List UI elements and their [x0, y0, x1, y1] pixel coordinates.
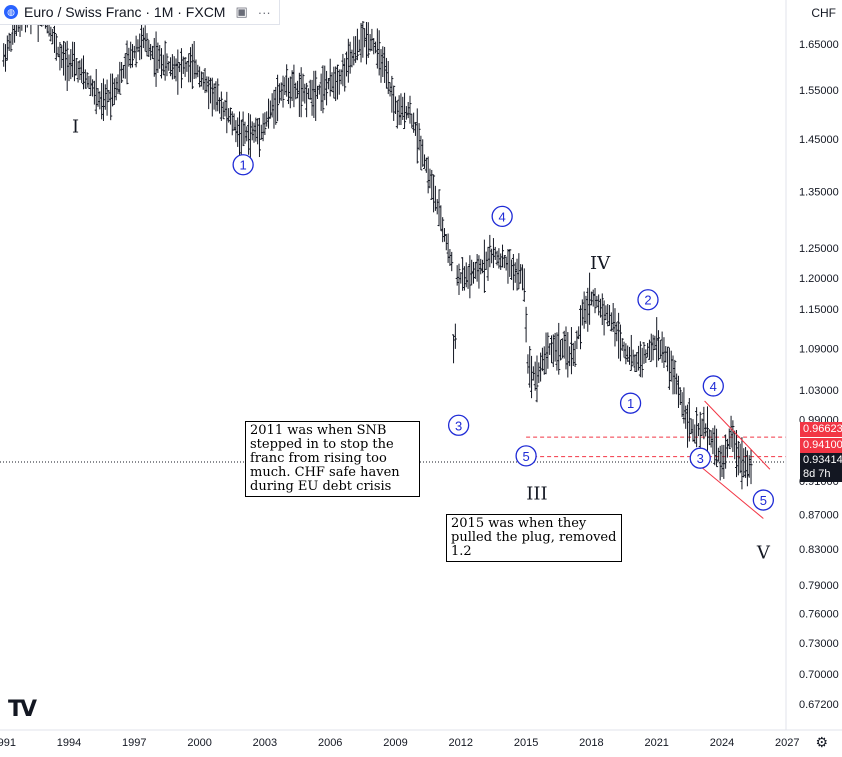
wave-label-minor: 3 — [697, 451, 704, 466]
x-tick-label: 2024 — [710, 737, 734, 749]
y-tick-label: 0.70000 — [799, 669, 839, 681]
wave-label-minor: 5 — [760, 493, 767, 508]
countdown-tag: 8d 7h — [800, 467, 842, 482]
wedge-line[interactable] — [704, 400, 771, 470]
symbol-title: Euro / Swiss Franc · 1M · FXCM — [24, 4, 226, 20]
tradingview-logo[interactable]: TV — [8, 697, 37, 722]
x-tick-label: 2006 — [318, 737, 342, 749]
x-tick-label: 2000 — [187, 737, 211, 749]
y-tick-label: 1.15000 — [799, 304, 839, 316]
y-tick-label: 1.03000 — [799, 385, 839, 397]
price-tag-upper: 0.96623 — [800, 422, 842, 437]
wave-label-minor: 1 — [240, 158, 247, 173]
y-tick-label: 1.45000 — [799, 134, 839, 146]
wave-label-minor: 4 — [710, 379, 717, 394]
gear-icon[interactable]: ⚙ — [815, 734, 828, 750]
wave-label-minor: 3 — [455, 418, 462, 433]
currency-label[interactable]: CHF — [811, 6, 836, 20]
y-tick-label: 0.79000 — [799, 580, 839, 592]
note-2015: 2015 was when they pulled the plug, remo… — [446, 514, 622, 562]
y-tick-label: 0.76000 — [799, 609, 839, 621]
wave-circle[interactable] — [447, 414, 470, 436]
wave-circle[interactable] — [637, 289, 659, 311]
wave-label-minor: 5 — [522, 449, 529, 464]
wave-label-major[interactable]: V — [756, 542, 771, 563]
x-tick-label: 1991 — [0, 737, 16, 749]
wave-circle[interactable] — [515, 445, 537, 467]
wave-label-minor: 1 — [627, 396, 634, 411]
x-tick-label: 2018 — [579, 737, 603, 749]
x-tick-label: 2003 — [253, 737, 277, 749]
x-tick-label: 1994 — [57, 737, 81, 749]
y-tick-label: 0.73000 — [799, 638, 839, 650]
x-tick-label: 2015 — [514, 737, 538, 749]
x-tick-label: 2021 — [644, 737, 668, 749]
y-tick-label: 1.65000 — [799, 39, 839, 51]
y-tick-label: 0.87000 — [799, 509, 839, 521]
y-tick-label: 0.67200 — [799, 699, 839, 711]
price-tag-middle: 0.94100 — [800, 438, 842, 453]
y-tick-label: 1.20000 — [799, 273, 839, 285]
y-tick-label: 1.25000 — [799, 243, 839, 255]
note-2011: 2011 was when SNB stepped in to stop the… — [245, 421, 420, 497]
y-tick-label: 1.35000 — [799, 186, 839, 198]
wave-circle[interactable] — [752, 489, 775, 511]
square-toggle-icon[interactable]: ▣ — [235, 4, 248, 19]
x-tick-label: 2012 — [449, 737, 473, 749]
wave-label-minor: 2 — [644, 293, 651, 308]
wedge-line[interactable] — [691, 458, 764, 519]
globe-flag-icon: ◍ — [4, 5, 18, 19]
price-tag-current: 0.93414 — [800, 453, 842, 468]
more-dots-icon[interactable]: ··· — [257, 4, 271, 20]
y-tick-label: 1.55000 — [799, 85, 839, 97]
wave-circle[interactable] — [702, 375, 724, 397]
wave-label-major[interactable]: III — [526, 483, 547, 504]
wave-label-minor: 4 — [499, 209, 506, 224]
wave-circle[interactable] — [689, 447, 711, 469]
x-tick-label: 2009 — [383, 737, 407, 749]
y-tick-label: 1.09000 — [799, 344, 839, 356]
x-tick-label: 1997 — [122, 737, 146, 749]
wave-label-major[interactable]: I — [72, 116, 79, 137]
wave-circle[interactable] — [619, 392, 642, 414]
x-tick-label: 2027 — [775, 737, 799, 749]
wave-circle[interactable] — [232, 154, 254, 176]
symbol-header[interactable]: ◍ Euro / Swiss Franc · 1M · FXCM ▣ ··· — [0, 0, 280, 25]
wave-label-major[interactable]: IV — [590, 253, 611, 274]
wave-circle[interactable] — [491, 205, 513, 227]
y-tick-label: 0.83000 — [799, 544, 839, 556]
